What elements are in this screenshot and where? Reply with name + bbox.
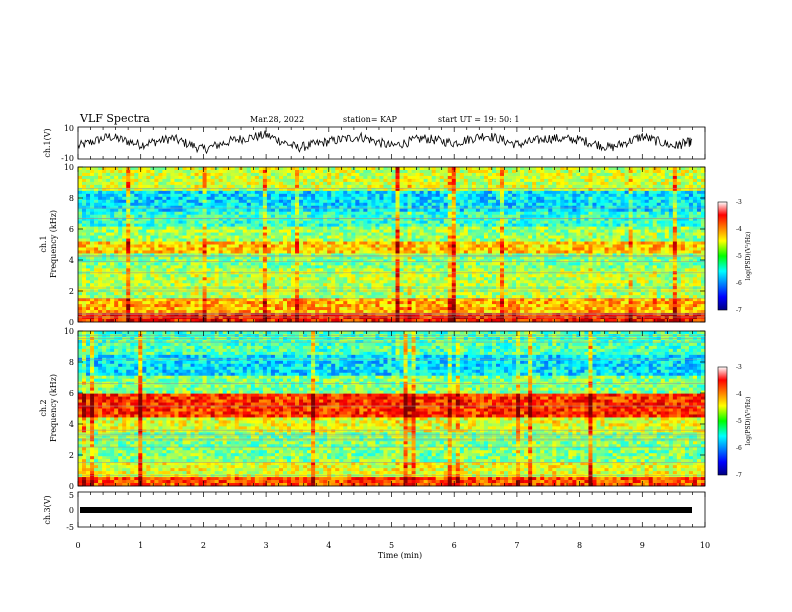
ch1-ytick-top: 10	[64, 124, 74, 133]
spec2-ytick-6: 6	[69, 389, 74, 398]
date-label: Mar.28, 2022	[250, 115, 304, 124]
spec1-ytick-8: 8	[69, 194, 74, 203]
spec2-ytick-10: 10	[64, 327, 74, 336]
colorbar-tick--6: -6	[736, 280, 742, 287]
spec1-ytick-4: 4	[69, 256, 74, 265]
station-label: station= KAP	[343, 115, 398, 124]
colorbar-2-label: log(PSD)(V²/Hz)	[745, 397, 752, 446]
ch1-spectrogram-panel: 0 2 4 6 8 10 ch.1 Frequency (kHz)	[39, 163, 706, 327]
ch2-spectrogram-panel: 0 2 4 6 8 10 ch.2 Frequency (kHz)	[39, 327, 706, 491]
x-tick-2: 2	[201, 541, 206, 550]
x-axis-ticks: 0 1 2 3 4 5 6 7 8 9 10	[75, 127, 710, 550]
x-tick-0: 0	[75, 541, 80, 550]
x-tick-9: 9	[640, 541, 645, 550]
ch1-ylabel: ch.1(V)	[43, 128, 52, 157]
ch1-waveform-panel: 10 -10 ch.1(V)	[43, 124, 706, 163]
ch1-spec-ylabel-freq: Frequency (kHz)	[49, 210, 58, 278]
ch3-ytick-bottom: -5	[66, 523, 74, 532]
start-time-label: start UT = 19: 50: 1	[438, 115, 519, 124]
colorbar-tick--6: -6	[736, 445, 742, 452]
x-axis-label: Time (min)	[378, 551, 422, 560]
x-tick-6: 6	[452, 541, 457, 550]
x-tick-4: 4	[326, 541, 331, 550]
ch1-wave-line	[77, 130, 693, 155]
spec2-ytick-0: 0	[69, 482, 74, 491]
colorbar-tick--7: -7	[736, 307, 742, 314]
colorbar-tick--3: -3	[736, 199, 742, 206]
ch1-spec-ylabel-ch: ch.1	[39, 235, 48, 252]
x-tick-8: 8	[577, 541, 582, 550]
colorbar-tick--4: -4	[736, 226, 742, 233]
colorbar-tick--5: -5	[736, 418, 742, 425]
colorbar-tick--7: -7	[736, 472, 742, 479]
spec2-ytick-8: 8	[69, 358, 74, 367]
ch3-waveform-panel: 5 0 -5 ch.3(V)	[43, 491, 706, 532]
spec1-ytick-2: 2	[69, 287, 74, 296]
x-tick-5: 5	[389, 541, 394, 550]
ch3-ylabel: ch.3(V)	[43, 495, 52, 524]
x-tick-10: 10	[700, 541, 710, 550]
ch3-ytick-top: 5	[69, 491, 74, 500]
ch2-spec-ylabel-freq: Frequency (kHz)	[49, 374, 58, 442]
ch2-spec-ylabel-ch: ch.2	[39, 399, 48, 416]
ch3-ytick-mid: 0	[69, 506, 74, 515]
colorbar-2: -3 -4 -5 -6 -7 log(PSD)(V²/Hz)	[717, 364, 752, 479]
x-tick-7: 7	[514, 541, 519, 550]
spec1-ytick-10: 10	[64, 163, 74, 172]
x-tick-1: 1	[138, 541, 143, 550]
spec2-ytick-2: 2	[69, 451, 74, 460]
colorbar-tick--3: -3	[736, 364, 742, 371]
spec2-ytick-4: 4	[69, 420, 74, 429]
colorbar-1: -3 -4 -5 -6 -7 log(PSD)(V²/Hz)	[717, 199, 752, 314]
ch1-ytick-bottom: -10	[61, 154, 74, 163]
colorbar-tick--5: -5	[736, 253, 742, 260]
figure-title: VLF Spectra	[79, 112, 150, 125]
colorbar-tick--4: -4	[736, 391, 742, 398]
colorbar-1-label: log(PSD)(V²/Hz)	[745, 232, 752, 281]
spec1-ytick-6: 6	[69, 225, 74, 234]
spec1-ytick-0: 0	[69, 318, 74, 327]
ch3-signal-band	[80, 507, 692, 513]
x-tick-3: 3	[264, 541, 269, 550]
